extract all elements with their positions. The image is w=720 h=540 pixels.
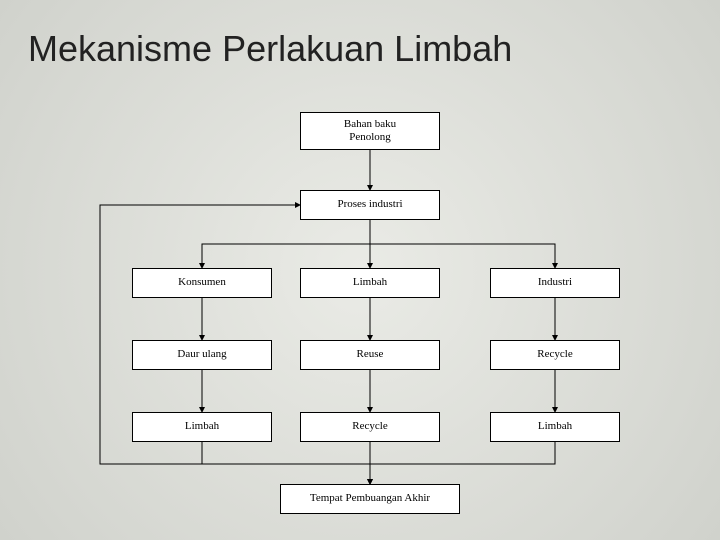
- node-recycle-right: Recycle: [490, 340, 620, 370]
- node-reuse: Reuse: [300, 340, 440, 370]
- node-limbah-right: Limbah: [490, 412, 620, 442]
- node-konsumen: Konsumen: [132, 268, 272, 298]
- node-tempat-pembuangan-akhir: Tempat Pembuangan Akhir: [280, 484, 460, 514]
- node-industri: Industri: [490, 268, 620, 298]
- node-limbah-center: Limbah: [300, 268, 440, 298]
- node-proses-industri: Proses industri: [300, 190, 440, 220]
- node-bahan-baku: Bahan bakuPenolong: [300, 112, 440, 150]
- page-title: Mekanisme Perlakuan Limbah: [28, 28, 512, 70]
- node-recycle-center: Recycle: [300, 412, 440, 442]
- node-daur-ulang: Daur ulang: [132, 340, 272, 370]
- node-limbah-left: Limbah: [132, 412, 272, 442]
